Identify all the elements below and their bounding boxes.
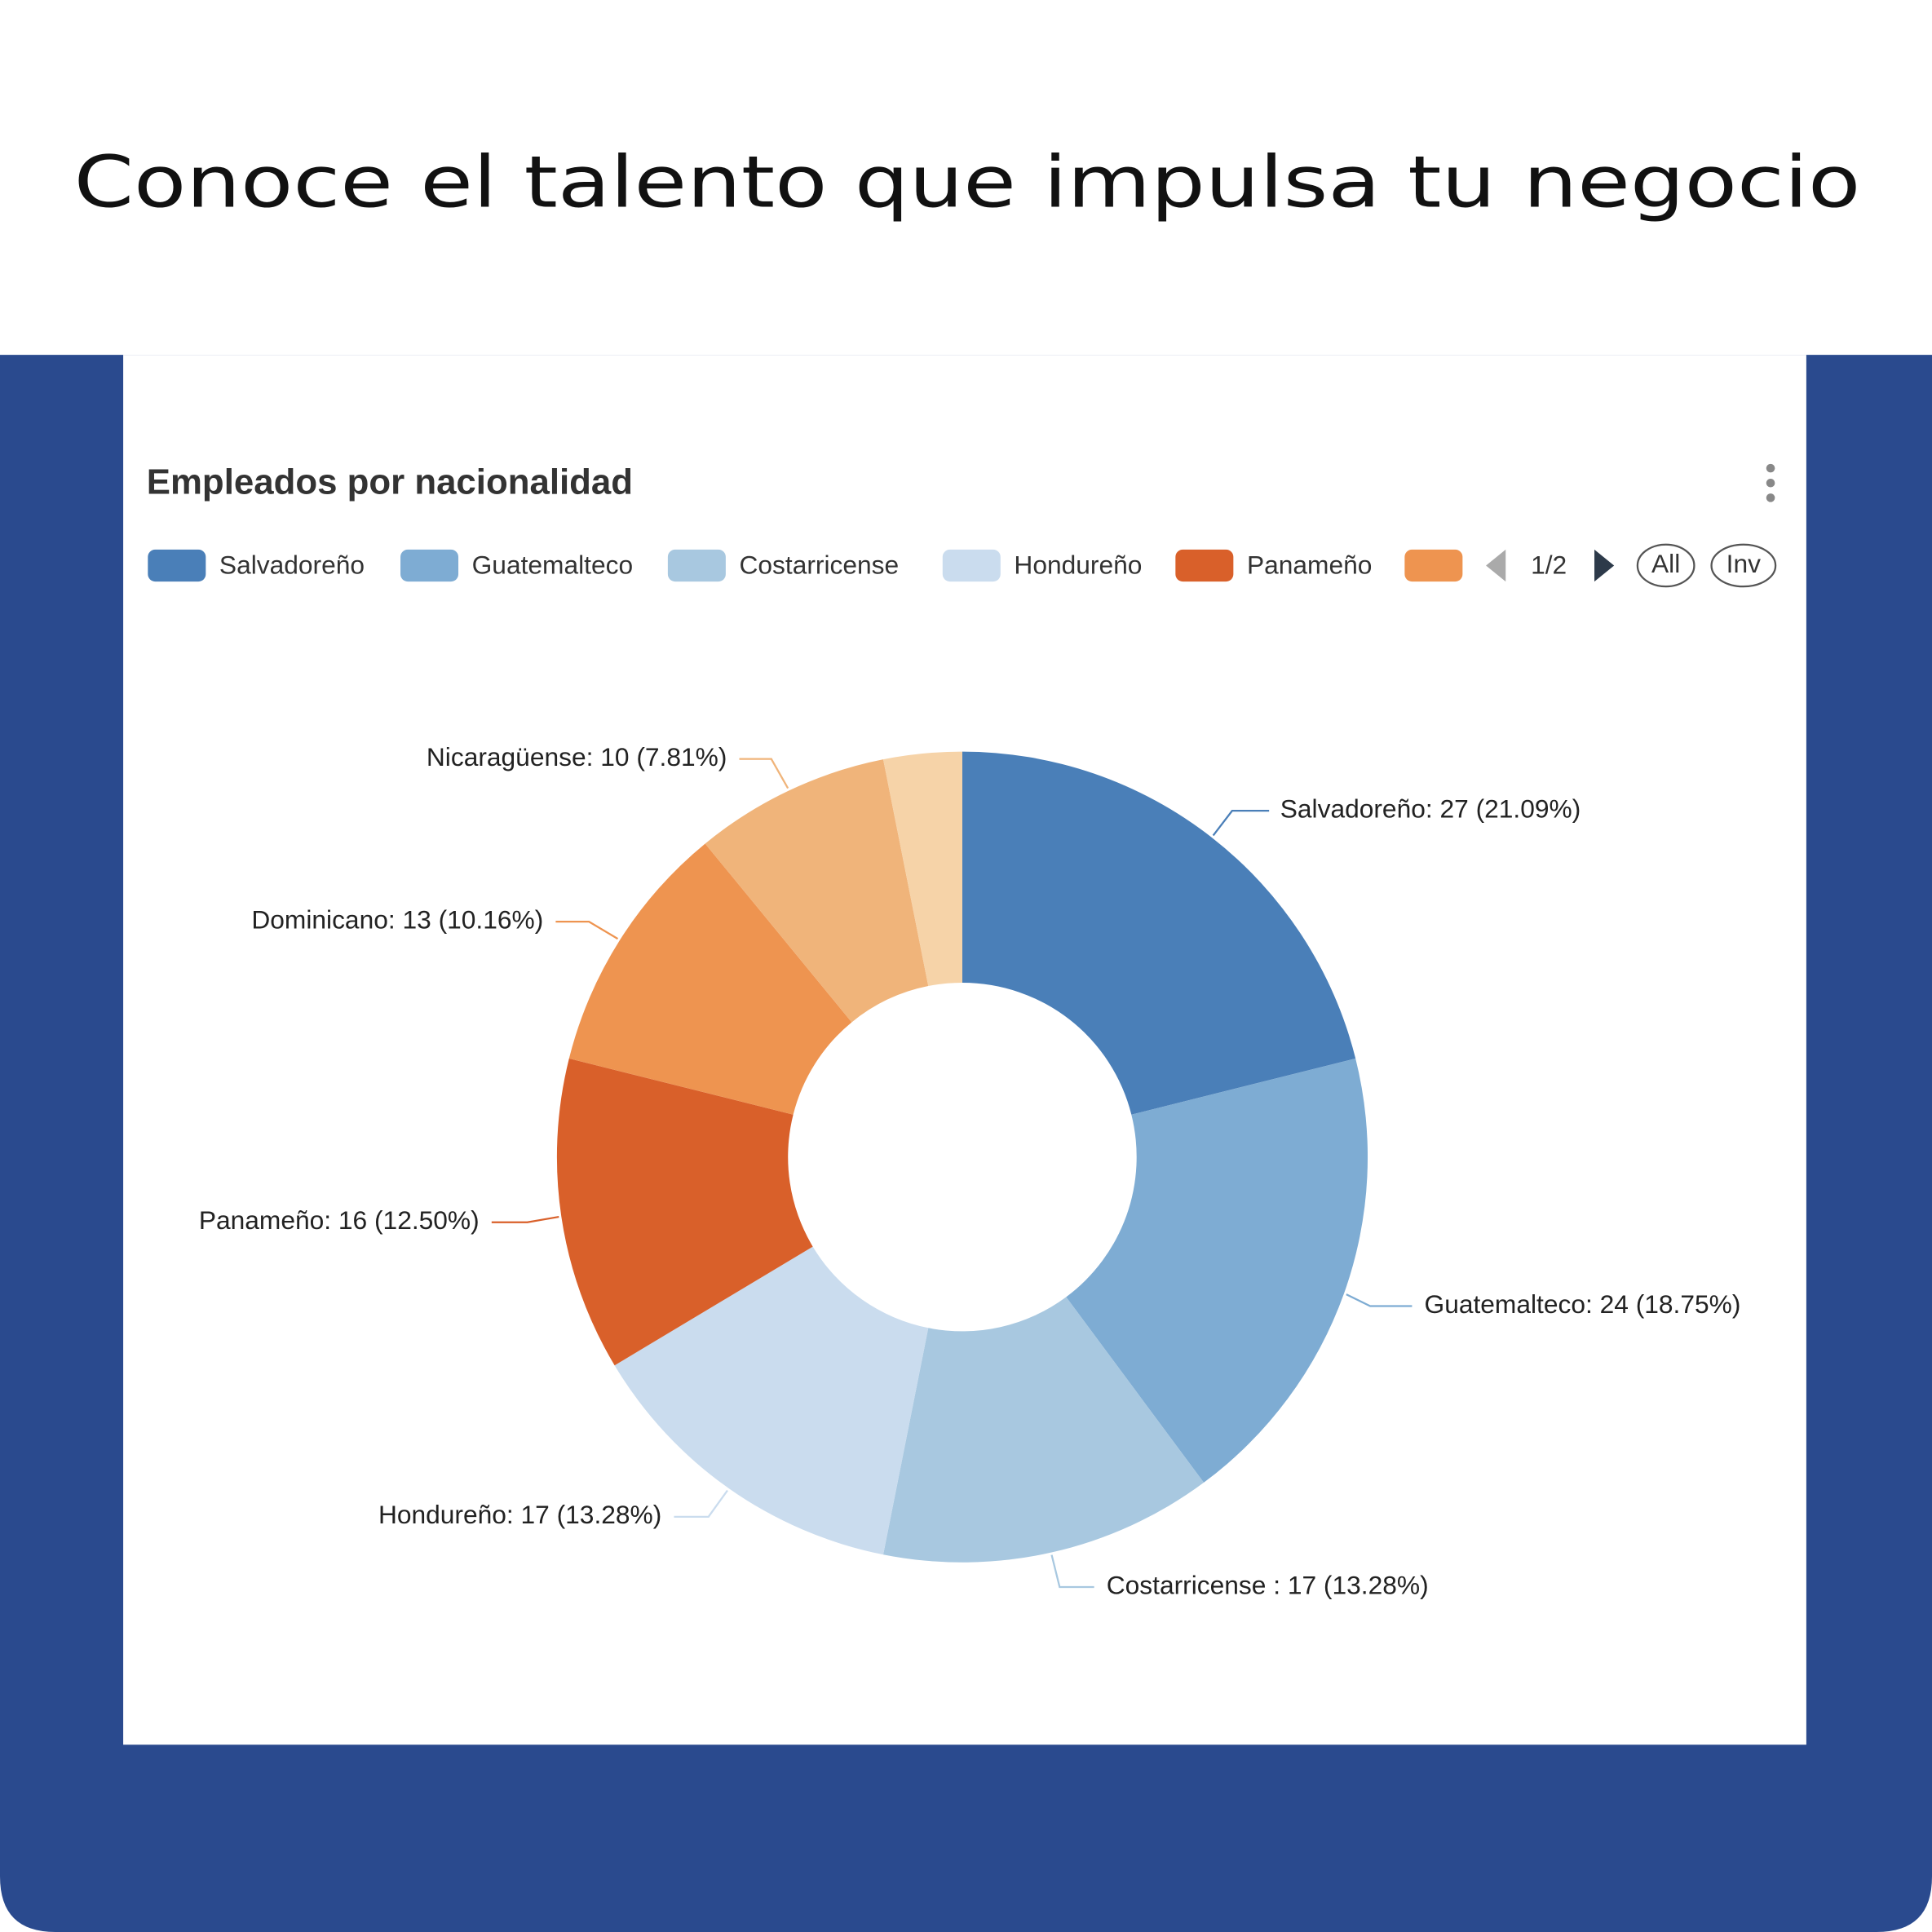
legend-label: Guatemalteco — [472, 550, 633, 579]
leader-line — [491, 1215, 559, 1223]
legend-label: Salvadoreño — [219, 550, 365, 579]
pie-slice[interactable] — [962, 751, 1356, 1115]
legend-button[interactable] — [1710, 543, 1777, 588]
pie-slice[interactable] — [568, 843, 852, 1115]
legend-swatch[interactable] — [148, 549, 206, 582]
heading: Conoce el talento que impulsa tu negocio — [74, 141, 1861, 224]
leader-line — [739, 758, 789, 789]
legend-label: Panameño — [1247, 550, 1372, 579]
pie-slice[interactable] — [614, 1246, 929, 1555]
data-label: Hondureño: 17 (13.28%) — [378, 1500, 661, 1529]
legend-button-label: Inv — [1726, 549, 1761, 578]
legend-next[interactable] — [1594, 549, 1615, 582]
legend-swatch[interactable] — [400, 549, 459, 582]
legend-swatch[interactable] — [1404, 549, 1463, 582]
legend-swatch[interactable] — [667, 549, 726, 582]
menu-dot — [1766, 463, 1775, 473]
data-label: Panameño: 16 (12.50%) — [199, 1205, 480, 1235]
data-label: Dominicano: 13 (10.16%) — [251, 904, 543, 934]
leader-line — [1346, 1293, 1413, 1307]
menu-button[interactable] — [1766, 463, 1775, 502]
legend-label: Costarricense — [740, 550, 900, 579]
legend-button[interactable] — [1636, 543, 1695, 588]
data-label: Costarricense : 17 (13.28%) — [1107, 1570, 1429, 1599]
legend-button-label: All — [1651, 549, 1680, 578]
data-label: Salvadoreño: 27 (21.09%) — [1280, 794, 1581, 824]
legend-page: 1/2 — [1531, 550, 1567, 579]
pie-slice[interactable] — [1066, 1058, 1368, 1483]
legend-prev[interactable] — [1486, 549, 1506, 582]
data-label: Nicaragüense: 10 (7.81%) — [427, 742, 727, 771]
leader-line — [1050, 1554, 1094, 1589]
leader-line — [1212, 810, 1270, 837]
legend-label: Hondureño — [1014, 550, 1142, 579]
pie-slice[interactable] — [705, 759, 929, 1023]
menu-dot — [1766, 493, 1775, 502]
legend-swatch[interactable] — [1175, 549, 1234, 582]
legend-swatch[interactable] — [942, 549, 1001, 582]
pie-slice[interactable] — [556, 1058, 813, 1366]
leader-line — [674, 1489, 728, 1518]
pie-slice[interactable] — [882, 1297, 1205, 1563]
data-label: Guatemalteco: 24 (18.75%) — [1425, 1289, 1741, 1319]
pie-slice[interactable] — [882, 751, 962, 987]
menu-dot — [1766, 478, 1775, 488]
leader-line — [555, 920, 619, 940]
chart-title: Empleados por nacionalidad — [147, 462, 633, 502]
